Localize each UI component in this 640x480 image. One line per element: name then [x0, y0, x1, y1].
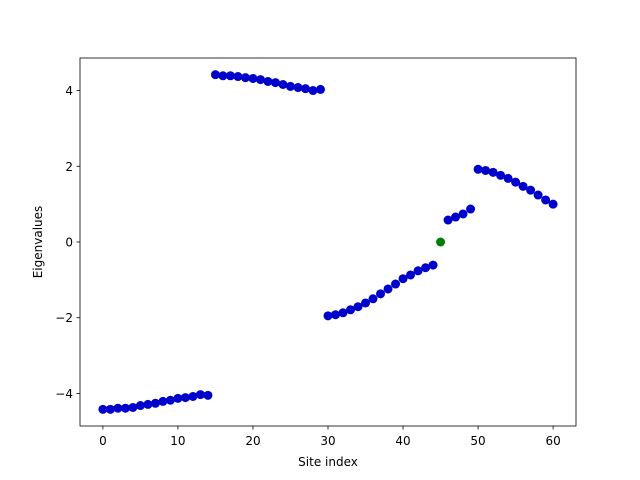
y-tick-label: −4 [55, 387, 73, 401]
point [120, 403, 130, 413]
point [135, 401, 145, 411]
point [391, 279, 401, 289]
x-tick-label: 30 [320, 434, 335, 448]
point [496, 170, 506, 180]
point [406, 270, 416, 280]
point [466, 204, 476, 214]
point [315, 84, 325, 94]
point [398, 274, 408, 284]
point [481, 165, 491, 175]
x-axis-label: Site index [298, 455, 358, 469]
point [188, 391, 198, 401]
point [278, 80, 288, 90]
point [105, 404, 115, 414]
point [548, 199, 558, 209]
point [511, 177, 521, 187]
point [300, 84, 310, 94]
point [428, 260, 438, 270]
point [270, 78, 280, 88]
plot-frame [79, 57, 577, 427]
point [361, 298, 371, 308]
point [150, 398, 160, 408]
point [518, 181, 528, 191]
point [383, 284, 393, 294]
point [451, 212, 461, 222]
point [338, 308, 348, 318]
point [473, 164, 483, 174]
y-tick-label: 4 [65, 84, 73, 98]
point [195, 390, 205, 400]
point [240, 73, 250, 83]
point [180, 393, 190, 403]
point [421, 263, 431, 273]
y-tick-label: 0 [65, 236, 73, 250]
point [458, 209, 468, 219]
point [443, 215, 453, 225]
point [353, 302, 363, 312]
point [255, 75, 265, 85]
point [143, 399, 153, 409]
point [436, 237, 446, 247]
point [98, 404, 108, 414]
point [263, 76, 273, 86]
x-tick-label: 20 [245, 434, 260, 448]
y-tick-label: −2 [55, 311, 73, 325]
point [128, 402, 138, 412]
y-axis-label: Eigenvalues [31, 206, 45, 279]
point [533, 190, 543, 200]
point [225, 71, 235, 81]
point [165, 395, 175, 405]
point [376, 289, 386, 299]
point [203, 390, 213, 400]
point [526, 185, 536, 195]
x-tick-label: 60 [545, 434, 560, 448]
x-tick-label: 10 [170, 434, 185, 448]
point [233, 72, 243, 82]
x-tick-label: 0 [99, 434, 107, 448]
x-tick-label: 50 [470, 434, 485, 448]
point [173, 393, 183, 403]
point [308, 86, 318, 96]
point [331, 310, 341, 320]
x-tick-label: 40 [395, 434, 410, 448]
point [323, 311, 333, 321]
point [293, 83, 303, 93]
point [413, 266, 423, 276]
point [210, 70, 220, 80]
point [248, 73, 258, 83]
point [218, 71, 228, 81]
point [285, 81, 295, 91]
point [503, 173, 513, 183]
point [158, 396, 168, 406]
point [113, 403, 123, 413]
y-tick-label: 2 [65, 160, 73, 174]
point [488, 167, 498, 177]
point [541, 195, 551, 205]
point [368, 294, 378, 304]
point [346, 305, 356, 315]
